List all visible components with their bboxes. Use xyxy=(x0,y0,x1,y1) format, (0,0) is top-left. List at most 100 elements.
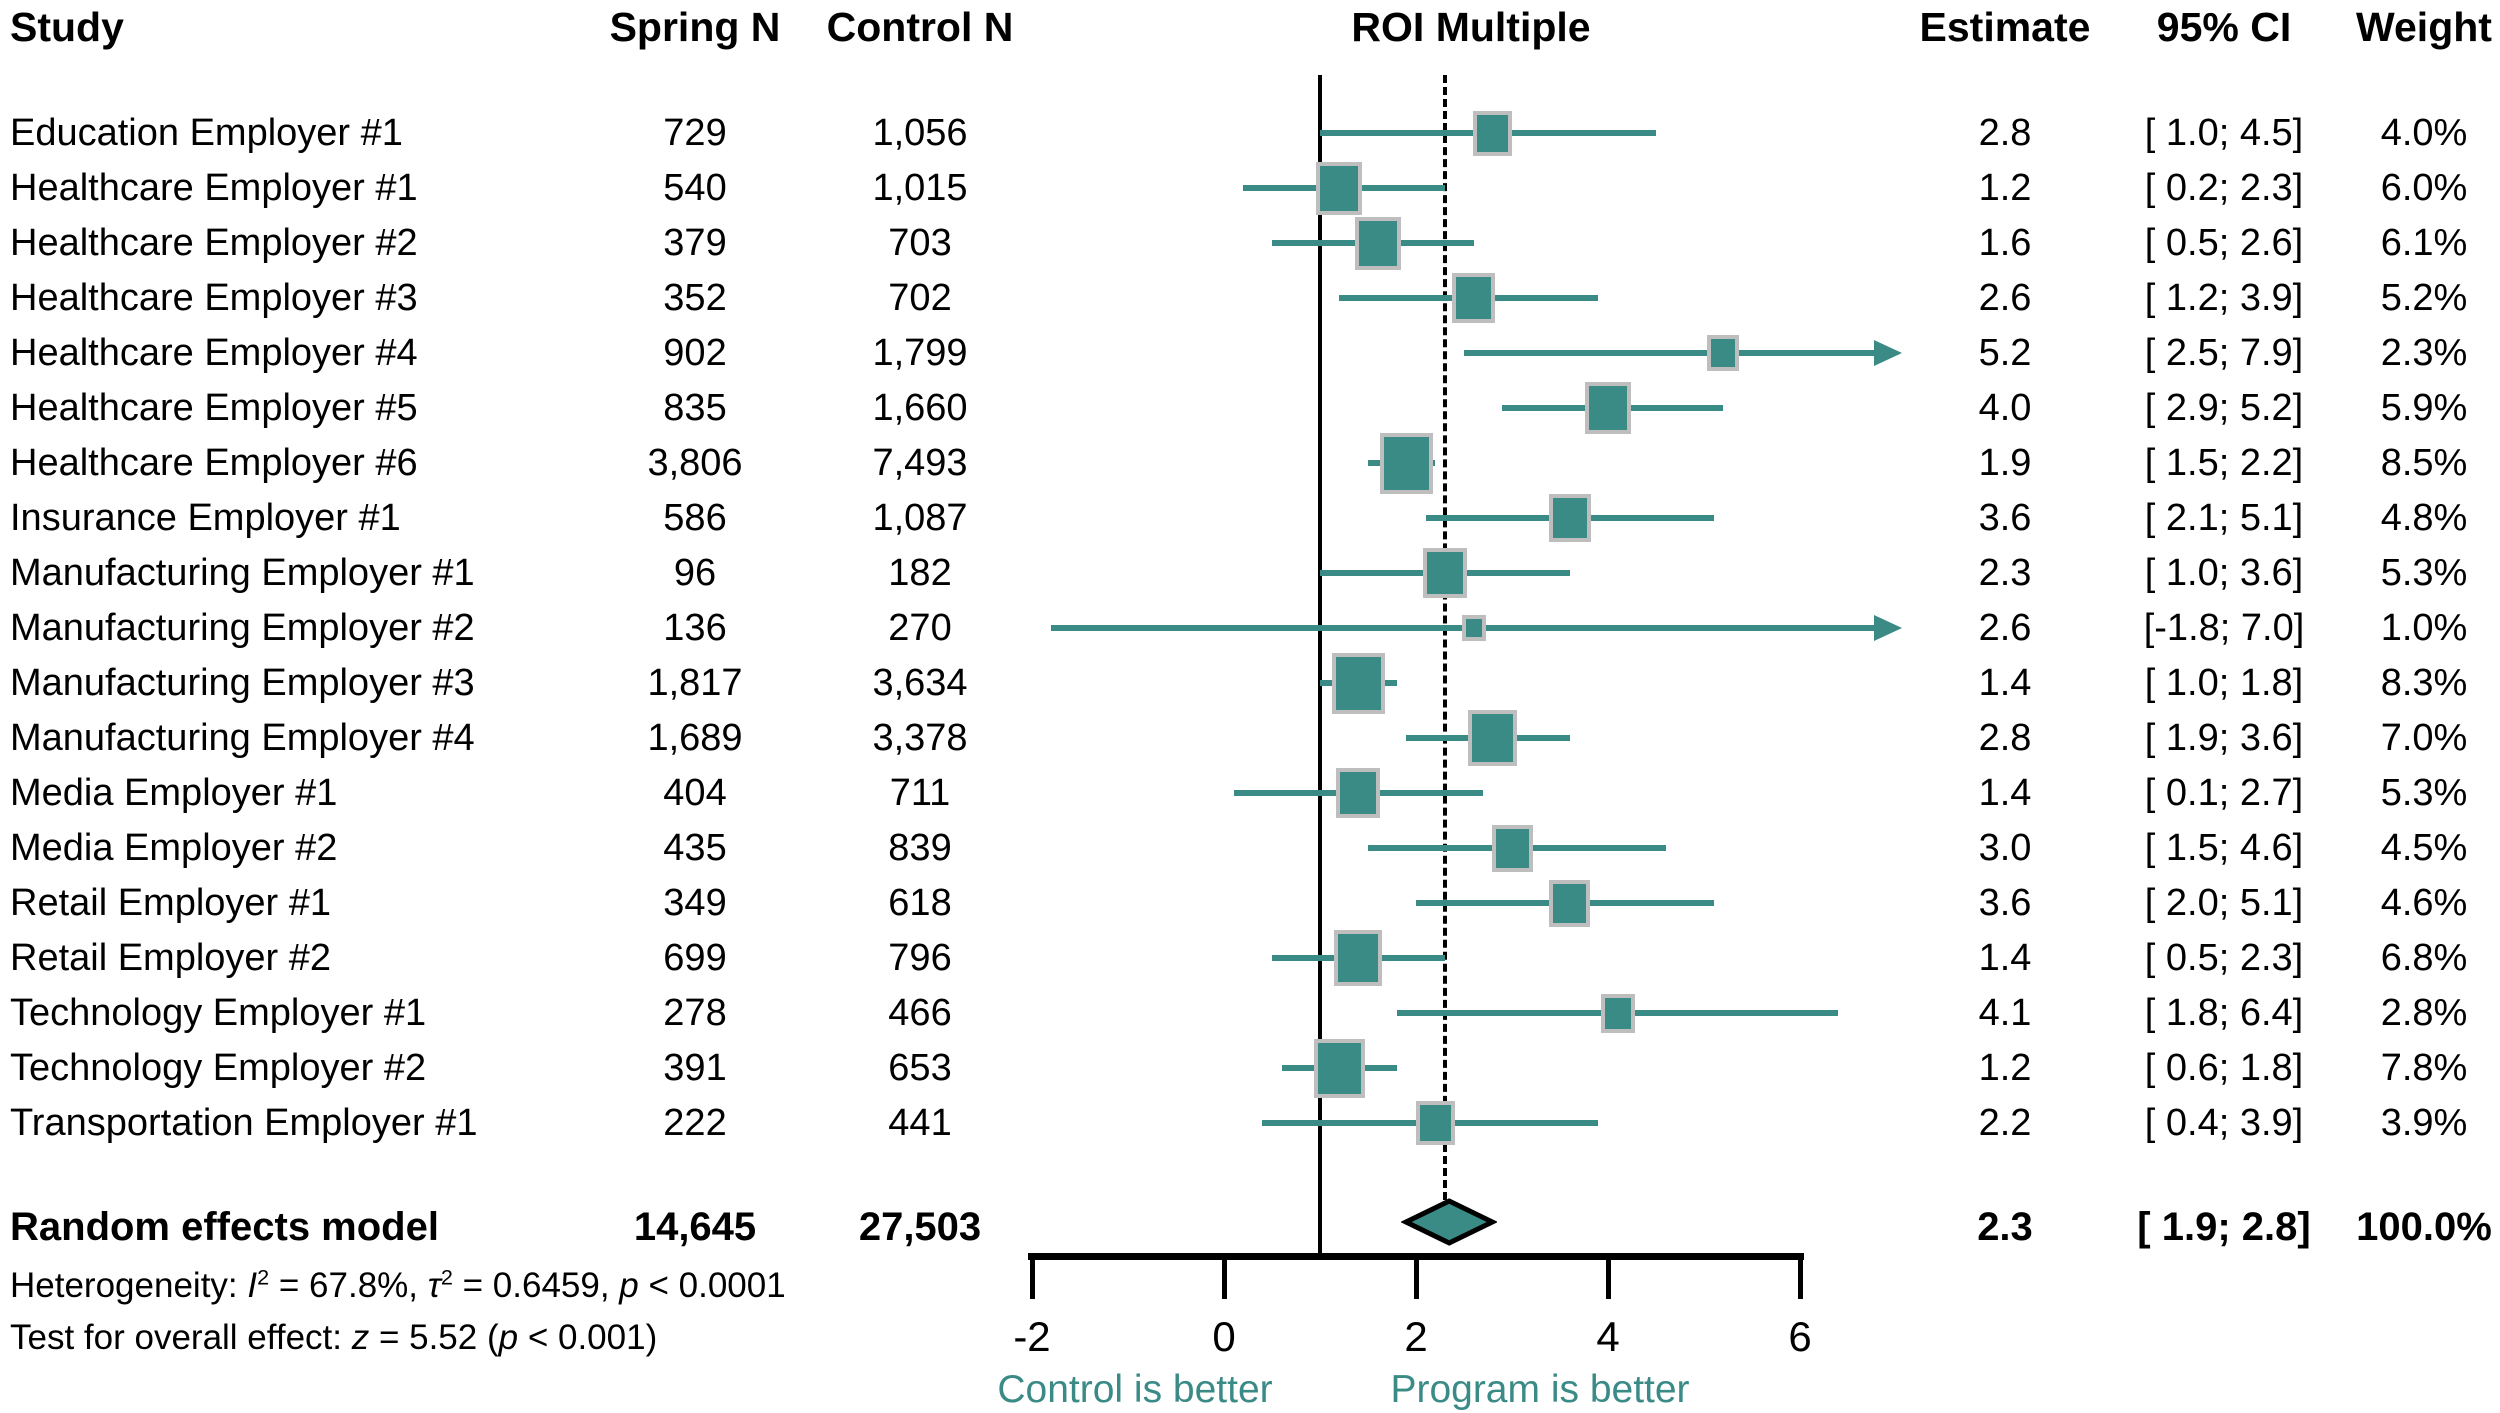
estimate-value: 1.4 xyxy=(1978,662,2032,704)
study-label: Insurance Employer #1 xyxy=(10,497,401,539)
estimate-value: 1.4 xyxy=(1978,937,2032,979)
column-header-study: Study xyxy=(10,4,124,50)
ci-value: [ 1.9; 3.6] xyxy=(2144,717,2304,759)
effect-size-square xyxy=(1585,382,1631,434)
control-n-value: 3,634 xyxy=(872,662,968,704)
axis-tick-label: -2 xyxy=(1013,1313,1051,1360)
control-n-value: 1,799 xyxy=(872,332,968,374)
weight-value: 5.3% xyxy=(2380,552,2468,594)
estimate-value: 2.8 xyxy=(1978,717,2032,759)
control-n-value: 270 xyxy=(888,607,952,649)
ci-value: [ 1.2; 3.9] xyxy=(2144,277,2304,319)
spring-n-value: 96 xyxy=(673,552,717,594)
weight-value: 7.8% xyxy=(2380,1047,2468,1089)
ci-value: [ 2.0; 5.1] xyxy=(2144,882,2304,924)
ci-line xyxy=(1464,350,1874,356)
effect-size-square xyxy=(1468,710,1517,766)
summary-weight: 100.0% xyxy=(2356,1205,2492,1249)
column-header-95ci: 95% CI xyxy=(2156,4,2292,50)
study-label: Healthcare Employer #1 xyxy=(10,167,418,209)
column-header-estimate: Estimate xyxy=(1919,4,2091,50)
weight-value: 5.2% xyxy=(2380,277,2468,319)
estimate-value: 1.2 xyxy=(1978,167,2032,209)
column-header-spring-n: Spring N xyxy=(609,4,781,50)
study-label: Manufacturing Employer #1 xyxy=(10,552,475,594)
summary-diamond xyxy=(1401,1198,1497,1246)
control-n-value: 3,378 xyxy=(872,717,968,759)
axis-tick-label: 4 xyxy=(1596,1313,1620,1360)
axis-tick xyxy=(1798,1253,1803,1299)
estimate-value: 1.4 xyxy=(1978,772,2032,814)
study-label: Transportation Employer #1 xyxy=(10,1102,478,1144)
control-n-value: 1,015 xyxy=(872,167,968,209)
effect-size-square xyxy=(1332,653,1385,714)
summary-label: Random effects model xyxy=(10,1205,439,1249)
estimate-value: 3.6 xyxy=(1978,497,2032,539)
weight-value: 2.8% xyxy=(2380,992,2468,1034)
effect-size-square xyxy=(1380,433,1433,494)
axis-tick-label: 6 xyxy=(1788,1313,1812,1360)
study-label: Healthcare Employer #4 xyxy=(10,332,418,374)
estimate-value: 5.2 xyxy=(1978,332,2032,374)
spring-n-value: 540 xyxy=(663,167,727,209)
weight-value: 4.5% xyxy=(2380,827,2468,869)
study-label: Healthcare Employer #5 xyxy=(10,387,418,429)
effect-size-square xyxy=(1416,1101,1455,1145)
estimate-value: 2.2 xyxy=(1978,1102,2032,1144)
study-label: Healthcare Employer #3 xyxy=(10,277,418,319)
study-label: Education Employer #1 xyxy=(10,112,403,154)
summary-ci: [ 1.9; 2.8] xyxy=(2137,1205,2311,1249)
estimate-value: 2.6 xyxy=(1978,277,2032,319)
spring-n-value: 349 xyxy=(663,882,727,924)
control-n-value: 653 xyxy=(888,1047,952,1089)
ci-value: [ 1.5; 2.2] xyxy=(2144,442,2304,484)
spring-n-value: 902 xyxy=(663,332,727,374)
weight-value: 4.0% xyxy=(2380,112,2468,154)
estimate-value: 3.6 xyxy=(1978,882,2032,924)
effect-size-square xyxy=(1707,335,1739,371)
control-n-value: 441 xyxy=(888,1102,952,1144)
column-header-weight: Weight xyxy=(2356,4,2492,50)
study-label: Manufacturing Employer #3 xyxy=(10,662,475,704)
effect-size-square xyxy=(1462,615,1486,641)
reference-line-pooled-estimate xyxy=(1442,75,1447,1200)
control-n-value: 839 xyxy=(888,827,952,869)
spring-n-value: 278 xyxy=(663,992,727,1034)
spring-n-value: 3,806 xyxy=(647,442,743,484)
summary-control-n: 27,503 xyxy=(858,1205,982,1249)
weight-value: 5.9% xyxy=(2380,387,2468,429)
control-n-value: 618 xyxy=(888,882,952,924)
effect-size-square xyxy=(1336,768,1380,818)
overall-effect-test-text: Test for overall effect: z = 5.52 (p < 0… xyxy=(10,1318,658,1357)
weight-value: 3.9% xyxy=(2380,1102,2468,1144)
effect-size-square xyxy=(1452,273,1495,323)
study-label: Manufacturing Employer #4 xyxy=(10,717,475,759)
spring-n-value: 729 xyxy=(663,112,727,154)
control-n-value: 796 xyxy=(888,937,952,979)
ci-value: [ 1.8; 6.4] xyxy=(2144,992,2304,1034)
ci-value: [ 1.0; 1.8] xyxy=(2144,662,2304,704)
column-header-roi-multiple: ROI Multiple xyxy=(1351,4,1591,50)
reference-line-no-effect xyxy=(1318,75,1322,1253)
ci-value: [ 0.1; 2.7] xyxy=(2144,772,2304,814)
ci-clip-arrow-icon xyxy=(1874,615,1902,641)
weight-value: 2.3% xyxy=(2380,332,2468,374)
study-label: Technology Employer #2 xyxy=(10,1047,427,1089)
effect-size-square xyxy=(1492,825,1533,872)
control-n-value: 466 xyxy=(888,992,952,1034)
effect-size-square xyxy=(1549,880,1590,927)
summary-spring-n: 14,645 xyxy=(633,1205,757,1249)
control-n-value: 182 xyxy=(888,552,952,594)
estimate-value: 4.0 xyxy=(1978,387,2032,429)
ci-value: [ 0.5; 2.3] xyxy=(2144,937,2304,979)
spring-n-value: 1,817 xyxy=(647,662,743,704)
effect-size-square xyxy=(1316,162,1362,215)
ci-value: [ 0.2; 2.3] xyxy=(2144,167,2304,209)
estimate-value: 2.6 xyxy=(1978,607,2032,649)
control-n-value: 1,660 xyxy=(872,387,968,429)
weight-value: 1.0% xyxy=(2380,607,2468,649)
spring-n-value: 222 xyxy=(663,1102,727,1144)
ci-value: [ 2.5; 7.9] xyxy=(2144,332,2304,374)
weight-value: 7.0% xyxy=(2380,717,2468,759)
study-label: Healthcare Employer #6 xyxy=(10,442,418,484)
